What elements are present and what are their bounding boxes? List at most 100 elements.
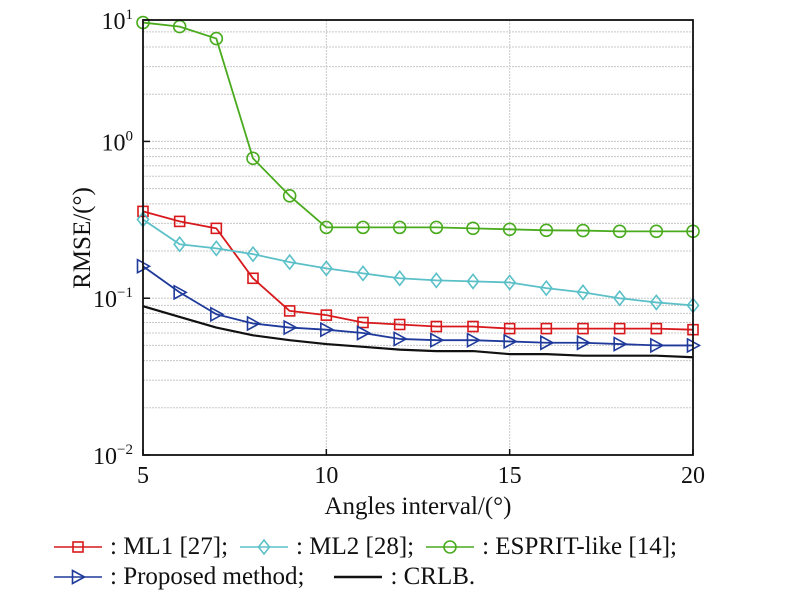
series-layer bbox=[136, 15, 701, 359]
data-point-esprit-like-14 bbox=[319, 220, 334, 235]
data-point-esprit-like-14 bbox=[429, 220, 444, 235]
x-tick-label: 5 bbox=[137, 463, 149, 489]
legend-swatch-esprit bbox=[426, 540, 475, 554]
data-point-esprit-like-14 bbox=[576, 223, 590, 238]
series-crlb bbox=[142, 305, 694, 359]
data-point-ml2-28 bbox=[209, 240, 223, 257]
data-point-esprit-like-14 bbox=[466, 221, 480, 236]
series-esprit-like-14 bbox=[136, 15, 700, 239]
data-point-esprit-like-14 bbox=[356, 220, 370, 235]
data-point-proposed-method bbox=[356, 325, 372, 341]
data-point-proposed-method bbox=[173, 284, 188, 301]
series-line-ml1-27 bbox=[142, 210, 694, 331]
x-tick-label: 15 bbox=[498, 463, 522, 489]
legend-item-ml2: : ML2 [28]; bbox=[238, 532, 414, 562]
legend-swatch-ml2 bbox=[240, 538, 289, 556]
y-tick-base: 10 bbox=[93, 444, 117, 470]
x-tick-label: 10 bbox=[314, 463, 338, 489]
data-point-ml2-28 bbox=[283, 253, 297, 271]
data-point-proposed-method bbox=[283, 319, 298, 336]
x-axis-label: Angles interval/(°) bbox=[324, 493, 511, 520]
data-point-proposed-method bbox=[430, 332, 445, 349]
legend-swatch-marker bbox=[443, 540, 457, 554]
y-tick-label: 10−2 bbox=[93, 442, 133, 470]
y-tick-exponent: 1 bbox=[126, 7, 134, 23]
legend-label-crlb: : CRLB. bbox=[390, 563, 476, 590]
legend-label-esprit: : ESPRIT-like [14]; bbox=[482, 533, 678, 560]
y-tick-base: 10 bbox=[93, 287, 117, 313]
legend-row-2: : Proposed method; : CRLB. bbox=[52, 562, 687, 592]
x-tick-labels: 5 10 15 20 bbox=[137, 463, 705, 489]
y-tick-label: 101 bbox=[102, 7, 134, 35]
data-point-proposed-method bbox=[613, 336, 628, 352]
legend-item-proposed: : Proposed method; bbox=[52, 562, 304, 592]
y-tick-exponent: −1 bbox=[117, 285, 133, 301]
data-point-proposed-method bbox=[576, 334, 592, 351]
series-line-proposed-method bbox=[142, 265, 693, 347]
data-point-ml1-27 bbox=[173, 215, 186, 228]
series-line-esprit-like-14 bbox=[142, 21, 693, 233]
data-point-proposed-method bbox=[650, 337, 665, 354]
data-point-ml2-28 bbox=[429, 272, 443, 289]
legend: : ML1 [27]; : ML2 [28]; : ESPRIT-like [1… bbox=[52, 532, 687, 592]
legend-swatch-crlb bbox=[334, 575, 383, 579]
legend-label-ml2: : ML2 [28]; bbox=[296, 533, 415, 560]
data-point-esprit-like-14 bbox=[649, 224, 664, 239]
data-point-proposed-method bbox=[503, 333, 518, 350]
data-point-ml2-28 bbox=[393, 269, 407, 287]
legend-label-ml1: : ML1 [27]; bbox=[110, 533, 229, 560]
data-point-ml1-27 bbox=[613, 322, 626, 335]
data-point-ml2-28 bbox=[576, 284, 590, 301]
data-point-esprit-like-14 bbox=[282, 189, 297, 203]
data-point-ml1-27 bbox=[247, 272, 259, 285]
data-point-proposed-method bbox=[246, 315, 262, 332]
y-tick-exponent: −2 bbox=[117, 442, 133, 458]
data-point-ml1-27 bbox=[210, 222, 223, 235]
data-point-ml1-27 bbox=[503, 322, 516, 335]
data-point-ml2-28 bbox=[539, 279, 553, 297]
legend-swatch-marker bbox=[257, 538, 271, 556]
data-point-proposed-method bbox=[466, 332, 482, 349]
plot-frame bbox=[142, 19, 694, 456]
grid-lines bbox=[143, 20, 693, 455]
legend-item-ml1: : ML1 [27]; bbox=[52, 532, 228, 562]
data-point-ml1-27 bbox=[393, 318, 406, 331]
data-point-ml1-27 bbox=[430, 320, 443, 333]
data-point-ml2-28 bbox=[649, 294, 663, 311]
data-point-esprit-like-14 bbox=[539, 223, 554, 238]
data-point-esprit-like-14 bbox=[392, 220, 407, 235]
legend-swatch-marker bbox=[72, 541, 84, 553]
data-point-esprit-like-14 bbox=[209, 31, 224, 46]
data-point-ml2-28 bbox=[356, 265, 370, 282]
data-point-ml1-27 bbox=[283, 305, 296, 317]
series-line-ml2-28 bbox=[142, 218, 694, 307]
y-tick-label: 10−1 bbox=[93, 285, 133, 313]
legend-item-esprit: : ESPRIT-like [14]; bbox=[424, 532, 677, 562]
legend-row-1: : ML1 [27]; : ML2 [28]; : ESPRIT-like [1… bbox=[52, 532, 687, 562]
legend-item-crlb: : CRLB. bbox=[332, 562, 475, 592]
data-point-ml1-27 bbox=[577, 322, 589, 335]
y-tick-base: 10 bbox=[102, 130, 126, 156]
data-point-ml2-28 bbox=[466, 273, 480, 290]
axis-ticks bbox=[142, 19, 694, 456]
data-point-ml2-28 bbox=[503, 274, 517, 291]
data-point-ml2-28 bbox=[246, 245, 260, 263]
data-point-ml2-28 bbox=[319, 260, 333, 277]
legend-swatch-proposed bbox=[54, 569, 102, 585]
series-line-crlb bbox=[142, 305, 694, 359]
series-ml2-28 bbox=[136, 211, 700, 314]
legend-label-proposed: : Proposed method; bbox=[110, 563, 305, 590]
data-point-esprit-like-14 bbox=[612, 224, 627, 239]
data-point-esprit-like-14 bbox=[246, 151, 260, 166]
data-point-proposed-method bbox=[210, 306, 225, 323]
y-axis-label: RMSE/(°) bbox=[69, 187, 96, 289]
data-point-proposed-method bbox=[320, 321, 335, 338]
series-proposed-method bbox=[136, 258, 701, 354]
data-point-ml1-27 bbox=[357, 316, 369, 329]
legend-swatch-marker bbox=[71, 569, 87, 585]
data-point-ml1-27 bbox=[650, 322, 663, 335]
data-point-esprit-like-14 bbox=[502, 222, 517, 237]
y-tick-base: 10 bbox=[102, 9, 126, 35]
